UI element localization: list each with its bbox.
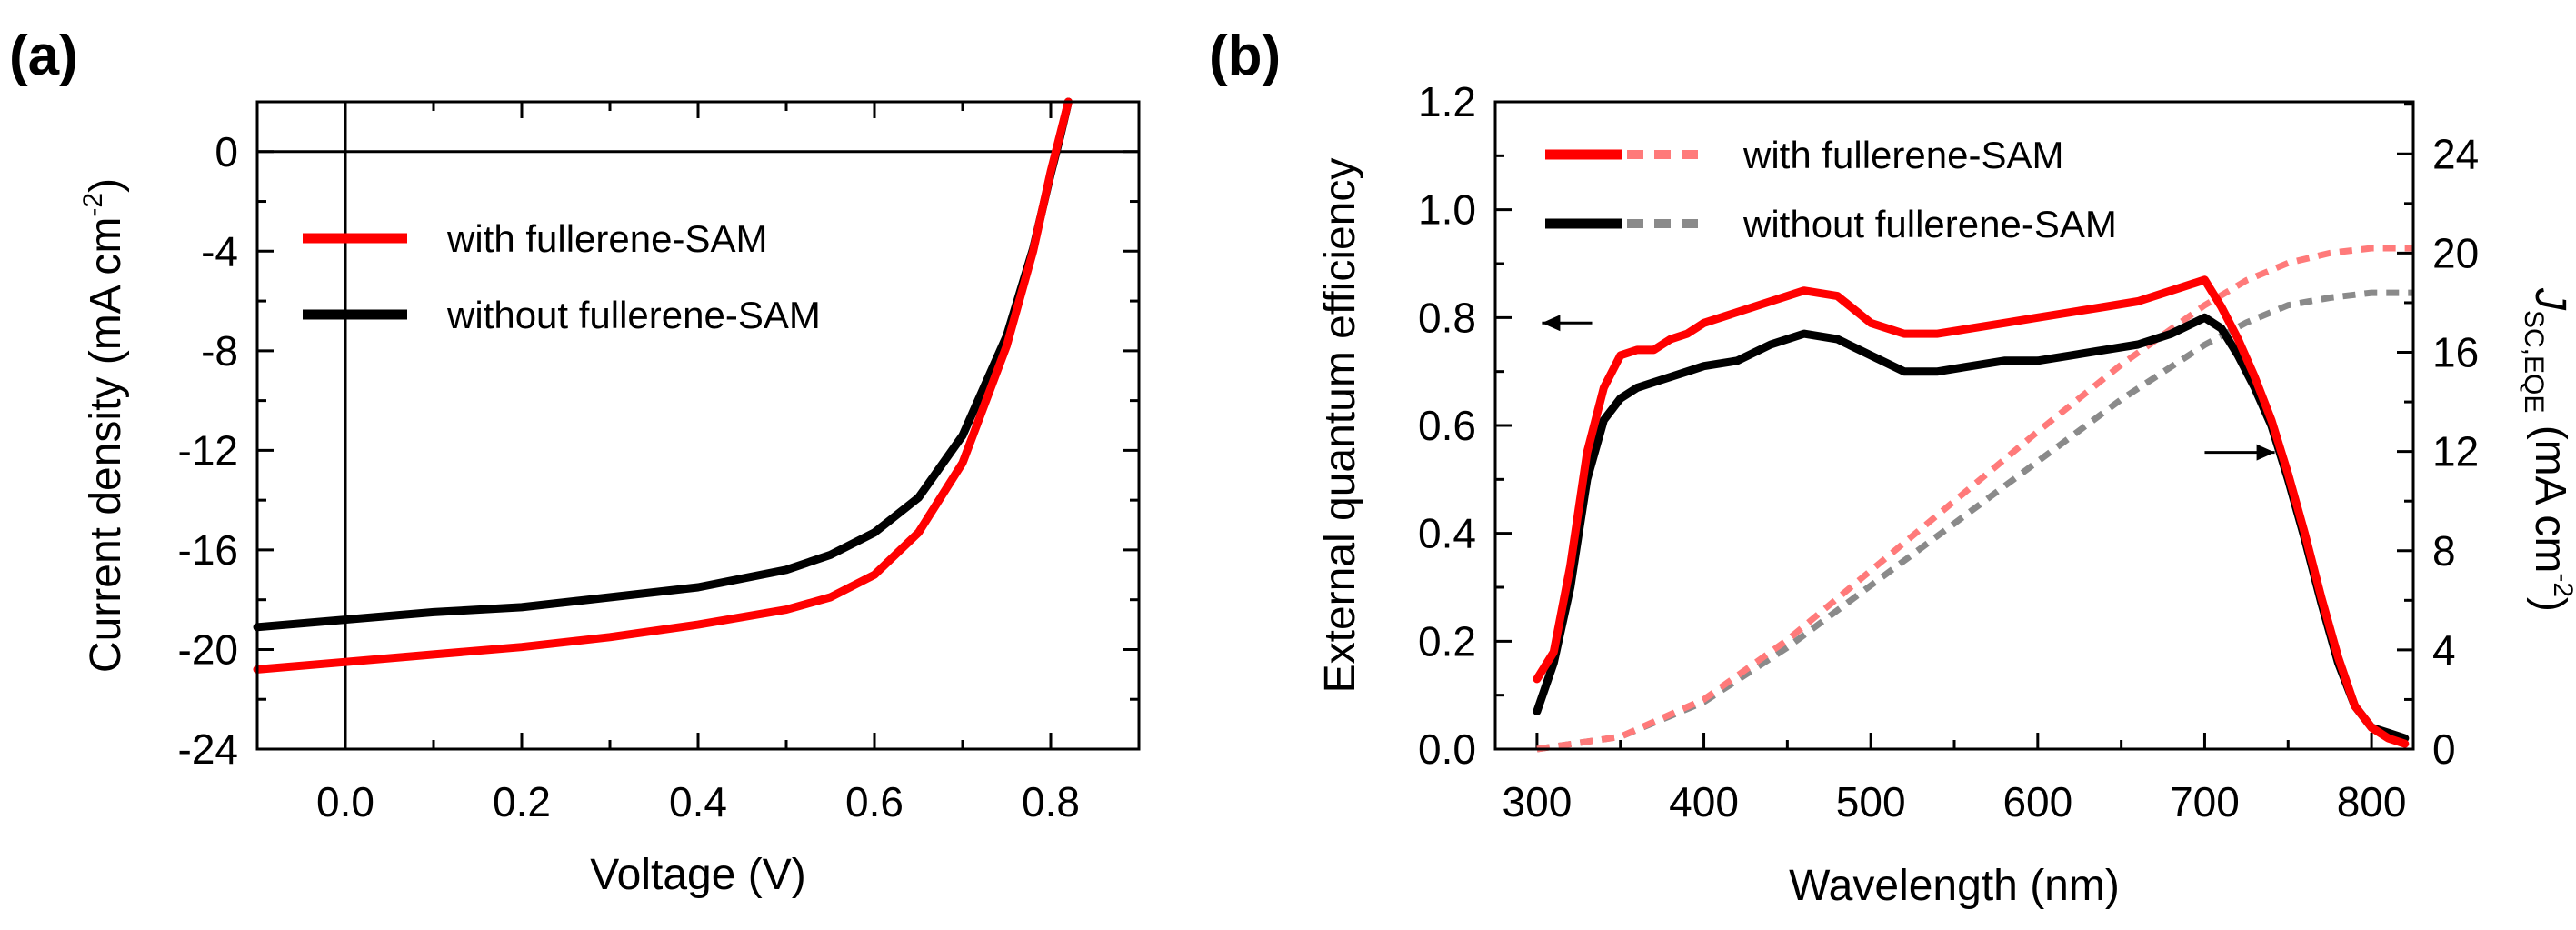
b-y-tick-label: 1.0 [1418, 186, 1476, 234]
panel-b-label: (b) [1209, 25, 1281, 87]
b-y2-tick-label: 4 [2432, 626, 2456, 674]
panel-b-axis-arrows [1542, 315, 2275, 461]
panel-a-x-axis-label: Voltage (V) [590, 851, 805, 899]
panel-a-ticks [255, 100, 1141, 751]
b-y2-tick-label: 12 [2432, 428, 2479, 475]
a-y-tick-label: -16 [178, 526, 238, 574]
a-x-tick-label: 0.6 [845, 778, 904, 825]
b-eqe-with-fullerene-sam [1533, 275, 2410, 748]
panel-a-reference-lines [257, 102, 1139, 749]
b-eqe-without-fullerene-sam [1533, 313, 2410, 743]
panel-b-tick-labels: 300 400 500 600 700 800 0.0 0.2 0.4 0.6 0.8 1.0 1.2 0… [1418, 78, 2479, 825]
a-x-tick-label: 0.4 [669, 778, 727, 825]
panel-b-chart: 300 400 500 600 700 800 0.0 0.2 0.4 0.6 0.8 1.0 1.2 0… [1316, 78, 2576, 910]
panel-b-legend: with fullerene-SAM without fullerene-SAM [1545, 134, 2117, 245]
panel-a-plot-frame [255, 100, 1141, 751]
a-series-without-fullerene-sam [253, 97, 1073, 632]
b-y2-tick-label: 8 [2432, 527, 2456, 575]
left-axis-arrow-head [1542, 315, 1561, 332]
b-y2-tick-label: 24 [2432, 130, 2479, 177]
a-x-tick-label: 0.2 [493, 778, 551, 825]
b-jsc-with-fullerene-sam [1536, 245, 2413, 753]
b-y2-tick-label: 0 [2432, 725, 2456, 773]
b-y-tick-label: 0.8 [1418, 294, 1476, 341]
b-y-tick-label: 0.2 [1418, 617, 1476, 665]
panel-a-series [253, 97, 1073, 674]
b-y-tick-label: 0.6 [1418, 402, 1476, 449]
panel-b-x-axis-label: Wavelength (nm) [1789, 862, 2120, 910]
b-y-tick-label: 1.2 [1418, 78, 1476, 125]
a-x-tick-label: 0.8 [1022, 778, 1080, 825]
legend-b-label-with: with fullerene-SAM [1742, 134, 2063, 176]
b-y2-tick-label: 16 [2432, 329, 2479, 376]
a-y-tick-label: 0 [215, 128, 238, 175]
b-y-tick-label: 0.4 [1418, 510, 1476, 557]
legend-a-label-without: without fullerene-SAM [446, 294, 821, 336]
b-jsc-without-fullerene-sam [1536, 289, 2413, 753]
a-x-tick-label: 0.0 [316, 778, 374, 825]
b-x-tick-label: 700 [2170, 778, 2240, 825]
b-x-tick-label: 500 [1836, 778, 1906, 825]
panel-a-tick-labels: 0.0 0.2 0.4 0.6 0.8 0 -4 -8 -12 -16 -20 -24 [178, 128, 1080, 825]
panel-b-right-y-axis-label: JSC,EQE (mA cm-2) [2519, 287, 2576, 612]
right-axis-arrow-head [2256, 444, 2275, 461]
panel-b-y-axis-label: External quantum efficiency [1316, 158, 1364, 694]
legend-a-label-with: with fullerene-SAM [446, 217, 767, 260]
a-y-tick-label: -20 [178, 625, 238, 673]
a-y-tick-label: -24 [178, 725, 238, 773]
panel-a-legend: with fullerene-SAM without fullerene-SAM [303, 217, 821, 336]
panel-a-y-axis-label: Current density (mA cm-2) [78, 178, 130, 673]
panel-b-plot-frame [1493, 100, 2415, 751]
a-y-tick-label: -4 [201, 227, 238, 275]
b-x-tick-label: 600 [2002, 778, 2072, 825]
b-x-tick-label: 300 [1503, 778, 1573, 825]
legend-b-label-without: without fullerene-SAM [1742, 203, 2117, 245]
panel-a-label: (a) [9, 25, 78, 87]
b-y-tick-label: 0.0 [1418, 725, 1476, 773]
b-x-tick-label: 800 [2337, 778, 2407, 825]
panel-a-chart: 0.0 0.2 0.4 0.6 0.8 0 -4 -8 -12 -16 -20 -24 Voltage… [78, 97, 1141, 899]
a-series-with-fullerene-sam [253, 97, 1073, 674]
b-x-tick-label: 400 [1669, 778, 1739, 825]
panel-b-series [1533, 245, 2413, 753]
a-y-tick-label: -8 [201, 327, 238, 375]
a-y-tick-label: -12 [178, 426, 238, 474]
panel-b-ticks [1495, 100, 2413, 751]
b-y2-tick-label: 20 [2432, 229, 2479, 276]
